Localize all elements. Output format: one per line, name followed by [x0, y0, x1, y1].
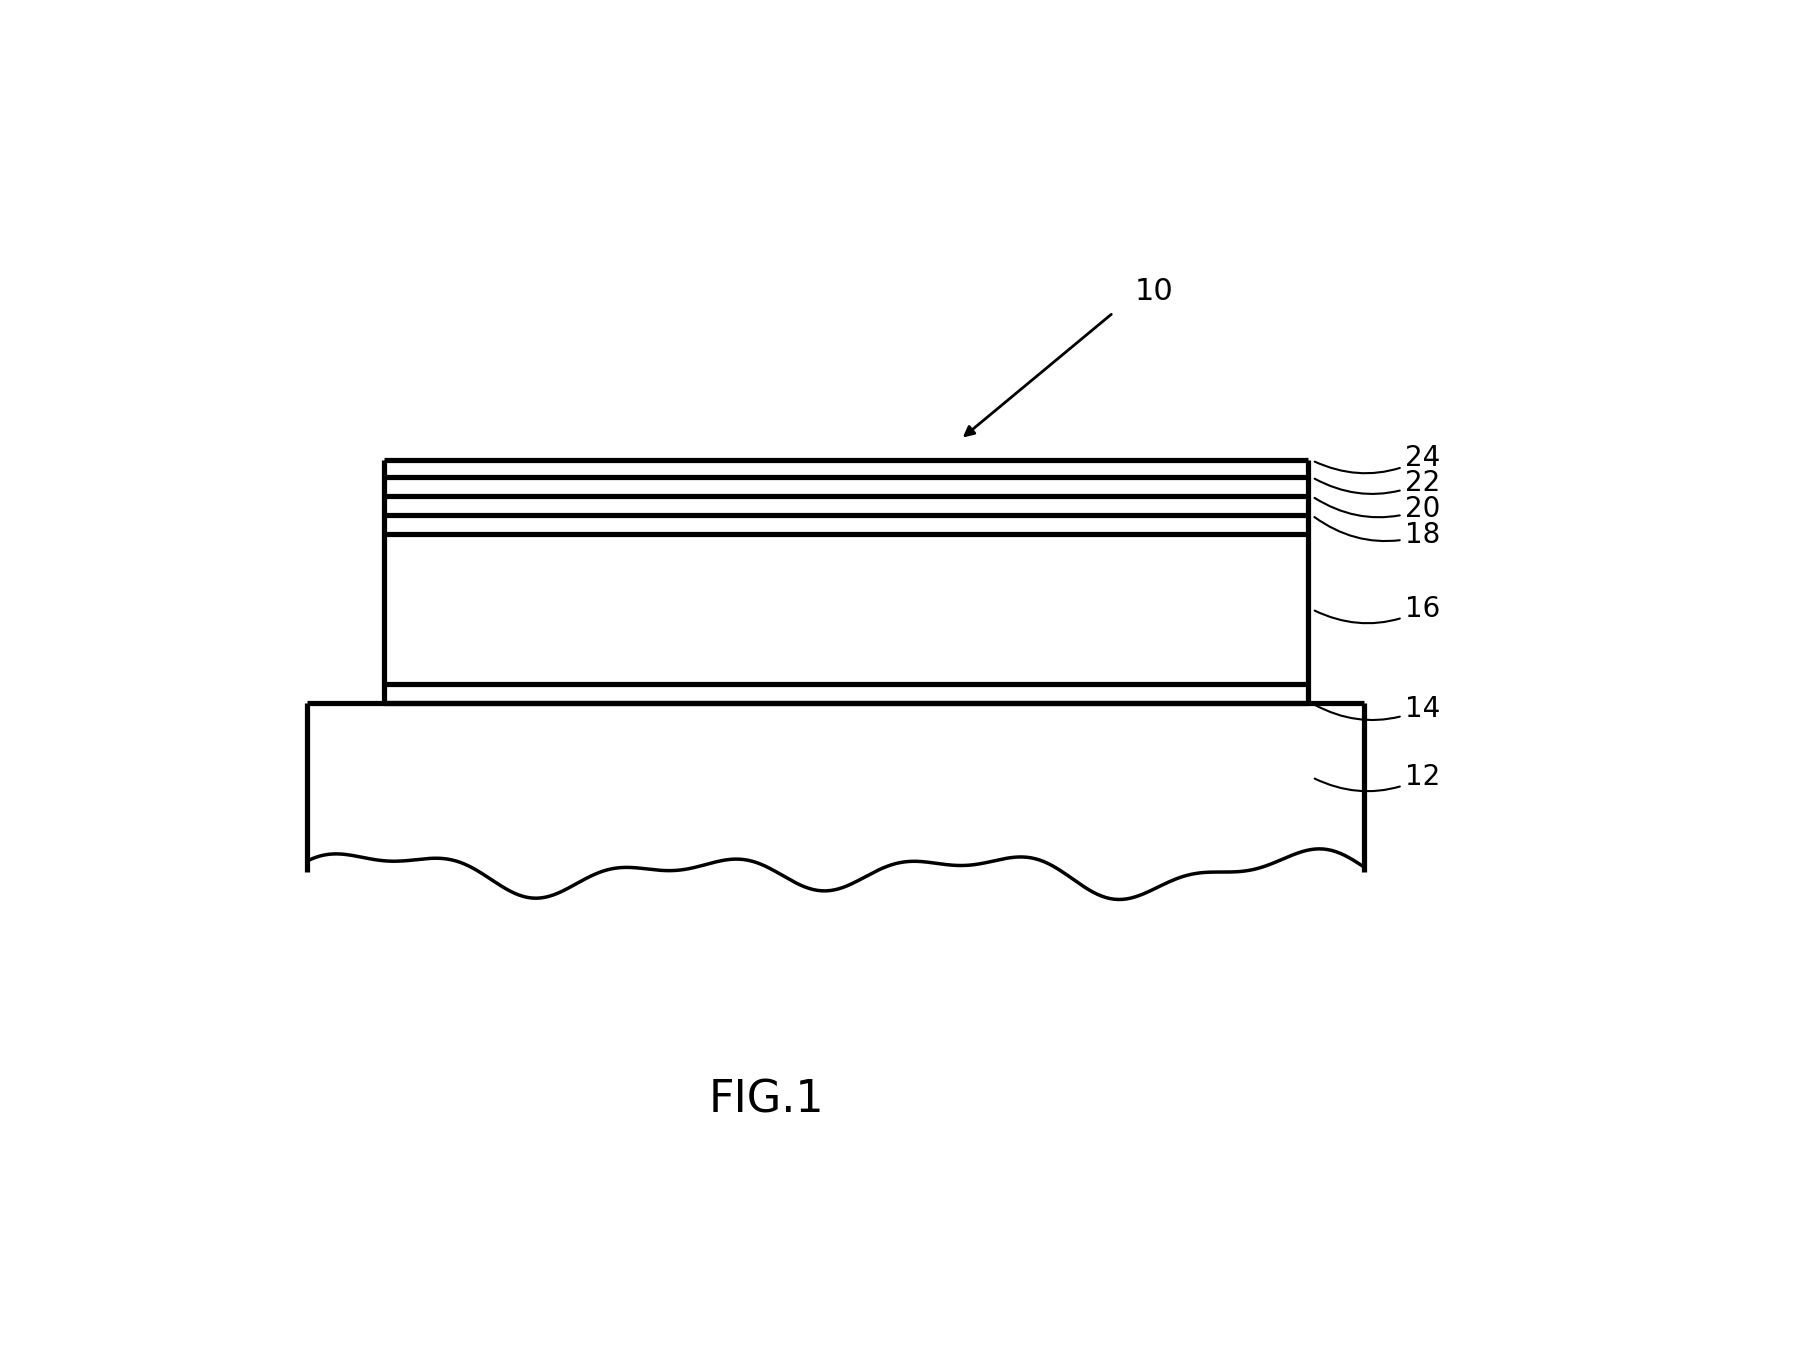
Text: FIG.1: FIG.1 — [708, 1078, 823, 1121]
Text: 12: 12 — [1314, 763, 1440, 792]
Text: 10: 10 — [1135, 277, 1173, 306]
Text: 16: 16 — [1314, 595, 1440, 623]
Text: 20: 20 — [1314, 495, 1440, 523]
Text: 14: 14 — [1314, 694, 1440, 723]
Text: 18: 18 — [1314, 517, 1440, 549]
Text: 22: 22 — [1314, 469, 1440, 497]
Text: 24: 24 — [1314, 445, 1440, 473]
